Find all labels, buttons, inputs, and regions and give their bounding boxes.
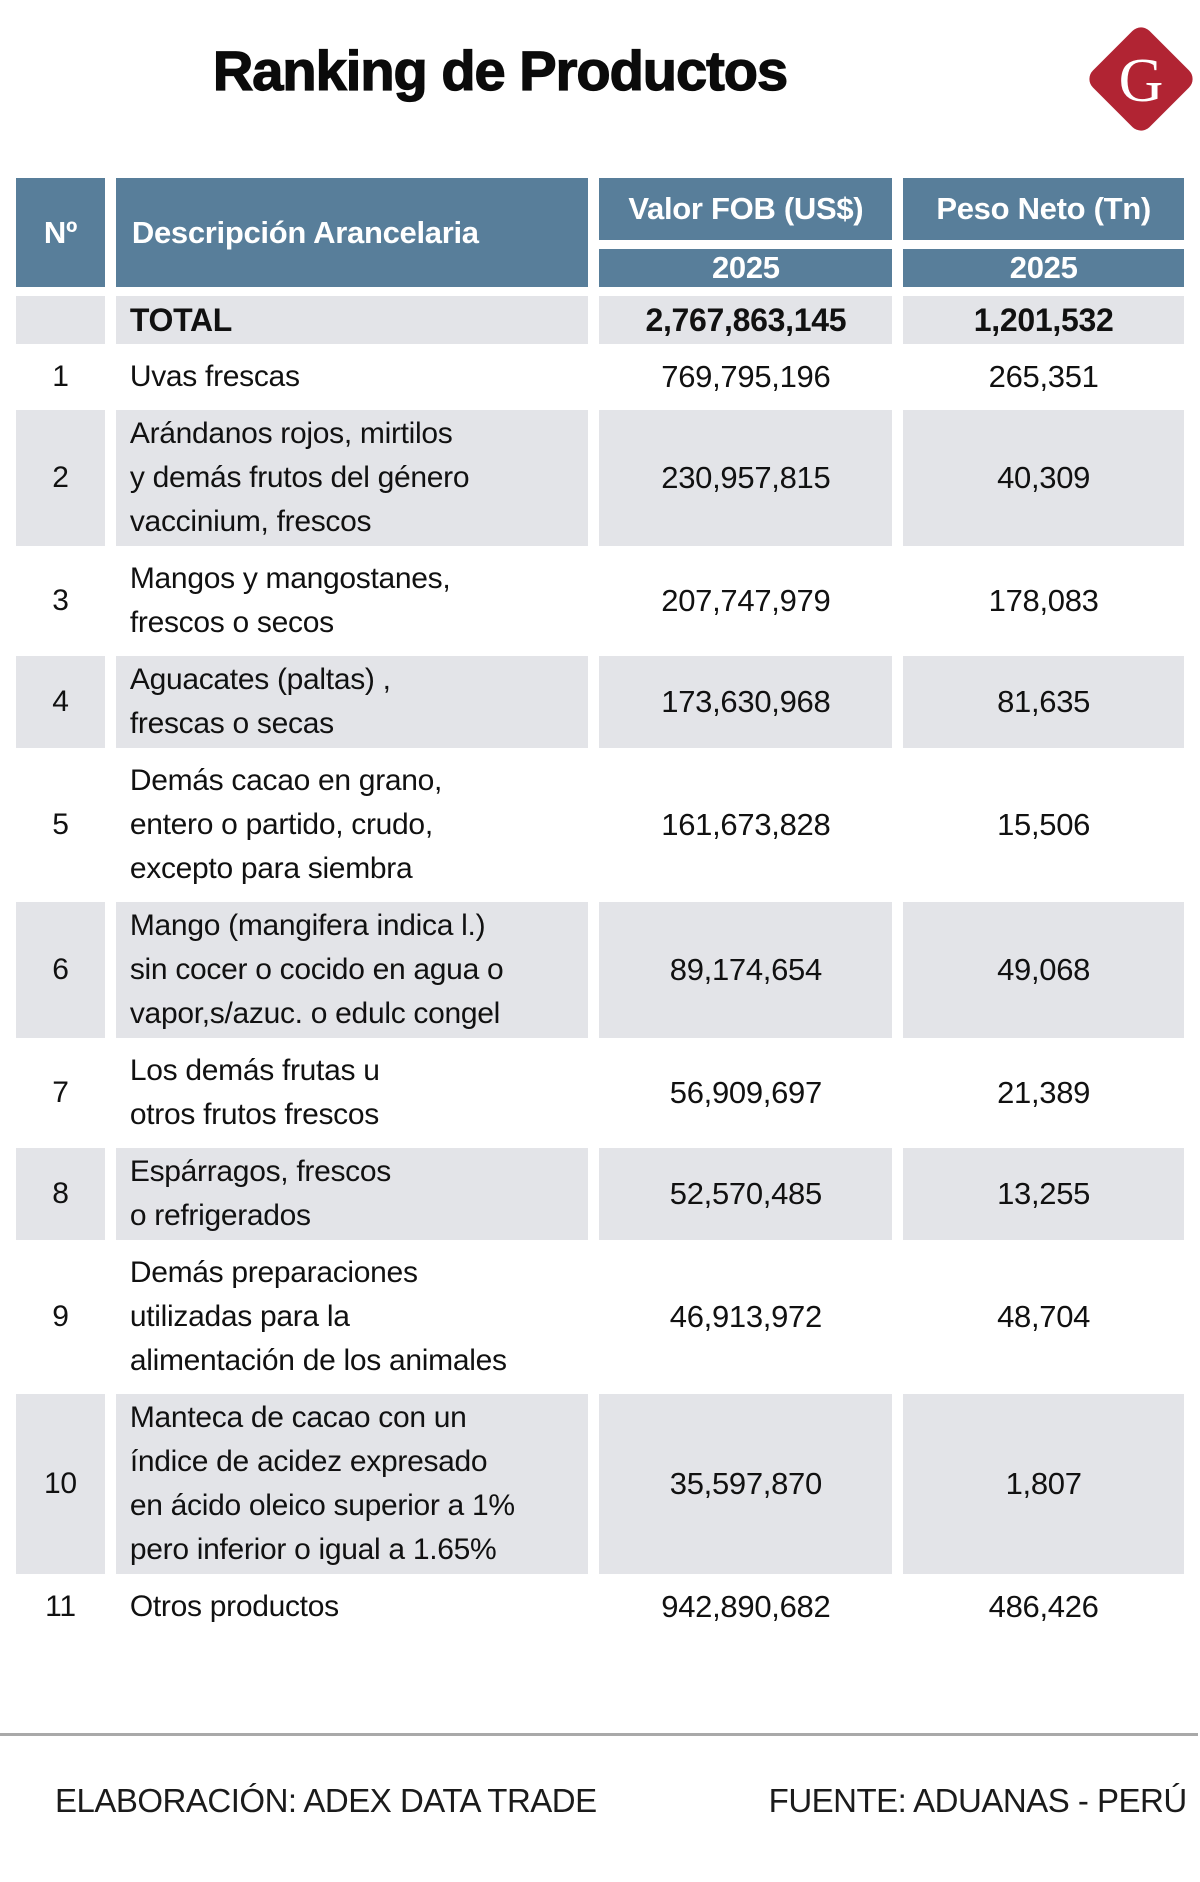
footer: ELABORACIÓN: ADEX DATA TRADE FUENTE: ADU… xyxy=(0,1782,1200,1820)
peso-value-cell: 486,426 xyxy=(988,1589,1099,1624)
description-cell: Manteca de cacao con un índice de acidez… xyxy=(115,1394,589,1574)
rank-cell: 8 xyxy=(16,1148,105,1240)
table-row: 5 Demás cacao en grano, entero o partido,… xyxy=(16,757,1184,893)
total-peso-value-cell: 1,201,532 xyxy=(903,296,1184,344)
fob-value-cell: 89,174,654 xyxy=(599,902,893,1038)
rank-cell: 10 xyxy=(16,1394,105,1574)
table-header: Nº Descripción Arancelaria Valor FOB (US… xyxy=(16,178,1184,287)
column-subheader-fob-year: 2025 xyxy=(599,249,893,287)
title-bar: Ranking de Productos xyxy=(0,38,1000,103)
description-cell: Arándanos rojos, mirtilos y demás frutos… xyxy=(115,410,589,546)
logo-letter-g: G xyxy=(1118,46,1164,115)
column-subheader-peso-year: 2025 xyxy=(903,249,1184,287)
column-header-peso: Peso Neto (Tn) xyxy=(903,178,1184,240)
fob-value-cell: 35,597,870 xyxy=(599,1394,893,1574)
table-row: 9 Demás preparaciones utilizadas para la … xyxy=(16,1249,1184,1385)
peso-value-cell: 40,309 xyxy=(903,410,1184,546)
rank-cell: 2 xyxy=(16,410,105,546)
description-cell: Aguacates (paltas) , frescas o secas xyxy=(115,656,589,748)
description-cell: Demás cacao en grano, entero o partido, … xyxy=(129,764,443,885)
table-row: 4 Aguacates (paltas) , frescas o secas 173… xyxy=(16,656,1184,748)
total-rank-cell xyxy=(16,296,105,344)
fob-value-cell: 942,890,682 xyxy=(661,1589,831,1624)
rank-cell: 1 xyxy=(52,360,69,393)
description-cell: Uvas frescas xyxy=(129,360,300,393)
table-row: 11 Otros productos 942,890,682 486,426 xyxy=(16,1583,1184,1631)
rank-cell: 7 xyxy=(52,1076,69,1109)
peso-value-cell: 49,068 xyxy=(903,902,1184,1038)
peso-value-cell: 48,704 xyxy=(997,1299,1091,1334)
rank-cell: 3 xyxy=(52,584,69,617)
table-row: 8 Espárragos, frescos o refrigerados 52,57… xyxy=(16,1148,1184,1240)
description-cell: Los demás frutas u otros frutos frescos xyxy=(129,1054,380,1131)
table-row: 2 Arándanos rojos, mirtilos y demás fruto… xyxy=(16,410,1184,546)
column-header-num: Nº xyxy=(16,178,105,287)
total-label-cell: TOTAL xyxy=(115,296,589,344)
brand-logo: G xyxy=(1084,22,1198,136)
elaboracion-credit: ELABORACIÓN: ADEX DATA TRADE xyxy=(55,1782,597,1819)
peso-value-cell: 265,351 xyxy=(988,359,1099,394)
fob-value-cell: 52,570,485 xyxy=(599,1148,893,1240)
peso-value-cell: 13,255 xyxy=(903,1148,1184,1240)
column-header-description: Descripción Arancelaria xyxy=(115,178,589,287)
total-row: TOTAL 2,767,863,145 1,201,532 xyxy=(16,296,1184,344)
table-row: 3 Mangos y mangostanes, frescos o secos 20… xyxy=(16,555,1184,647)
rank-cell: 9 xyxy=(52,1300,69,1333)
fob-value-cell: 46,913,972 xyxy=(669,1299,822,1334)
footer-divider-line xyxy=(0,1733,1198,1736)
peso-value-cell: 178,083 xyxy=(988,583,1099,618)
rank-cell: 11 xyxy=(45,1590,76,1623)
peso-value-cell: 21,389 xyxy=(997,1075,1091,1110)
peso-value-cell: 1,807 xyxy=(903,1394,1184,1574)
rank-cell: 4 xyxy=(16,656,105,748)
description-cell: Mangos y mangostanes, frescos o secos xyxy=(129,562,451,639)
fob-value-cell: 769,795,196 xyxy=(661,359,831,394)
column-header-fob: Valor FOB (US$) xyxy=(599,178,893,240)
table-row: 7 Los demás frutas u otros frutos frescos… xyxy=(16,1047,1184,1139)
fob-value-cell: 56,909,697 xyxy=(669,1075,822,1110)
table-row: 10 Manteca de cacao con un índice de acid… xyxy=(16,1394,1184,1574)
table-row: 1 Uvas frescas 769,795,196 265,351 xyxy=(16,353,1184,401)
peso-value-cell: 81,635 xyxy=(903,656,1184,748)
rank-cell: 5 xyxy=(52,808,69,841)
peso-value-cell: 15,506 xyxy=(997,807,1091,842)
products-ranking-table: Nº Descripción Arancelaria Valor FOB (US… xyxy=(5,169,1195,1640)
fob-value-cell: 173,630,968 xyxy=(599,656,893,748)
description-cell: Espárragos, frescos o refrigerados xyxy=(115,1148,589,1240)
total-fob-value-cell: 2,767,863,145 xyxy=(599,296,893,344)
fob-value-cell: 207,747,979 xyxy=(661,583,831,618)
fob-value-cell: 230,957,815 xyxy=(599,410,893,546)
description-cell: Demás preparaciones utilizadas para la a… xyxy=(129,1256,507,1377)
fob-value-cell: 161,673,828 xyxy=(661,807,831,842)
description-cell: Mango (mangifera indica l.) sin cocer o … xyxy=(115,902,589,1038)
description-cell: Otros productos xyxy=(129,1590,339,1623)
page-title: Ranking de Productos xyxy=(212,38,789,102)
rank-cell: 6 xyxy=(16,902,105,1038)
table-row: 6 Mango (mangifera indica l.) sin cocer o… xyxy=(16,902,1184,1038)
fuente-credit: FUENTE: ADUANAS - PERÚ xyxy=(768,1782,1188,1819)
